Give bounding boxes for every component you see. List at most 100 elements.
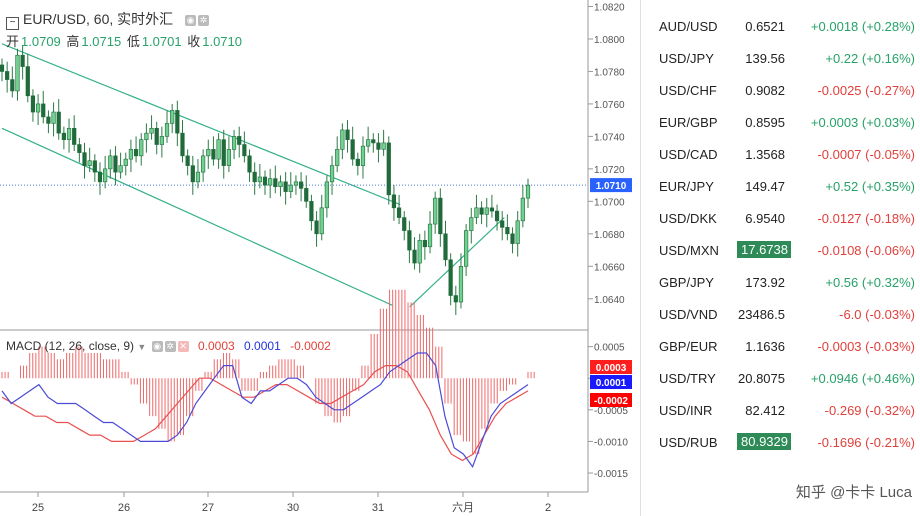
watchlist-change: -6.0 (-0.03%) (839, 307, 915, 322)
candle-body (329, 165, 335, 183)
watchlist-row[interactable]: EUR/JPY 149.47 +0.52 (+0.35%) (641, 170, 920, 202)
candle-body (402, 217, 407, 231)
gear-icon[interactable]: ✲ (164, 341, 176, 353)
watchlist-symbol[interactable]: USD/TRY (659, 371, 716, 386)
candle-body (195, 171, 201, 183)
watchlist-row[interactable]: USD/TRY 20.8075 +0.0946 (+0.46%) (641, 362, 920, 394)
candle-body (128, 149, 134, 160)
candle-body (226, 149, 232, 166)
price-tick-label: 1.0820 (594, 2, 625, 13)
candle-body (268, 178, 273, 186)
close-icon[interactable]: ✕ (177, 341, 189, 353)
candle-body (175, 110, 180, 134)
macd-label[interactable]: MACD (12, 26, close, 9) (6, 339, 135, 353)
candle-body (118, 165, 123, 173)
gear-icon[interactable]: ✲ (198, 14, 210, 26)
watchlist-row[interactable]: AUD/USD 0.6521 +0.0018 (+0.28%) (641, 10, 920, 42)
watchlist-last-price: 173.92 (745, 275, 785, 290)
channel-trend-line (409, 217, 505, 308)
current-price-tag (590, 178, 632, 193)
close-value: 1.0710 (202, 34, 242, 49)
candle-body (41, 103, 46, 118)
price-chart-svg[interactable]: 1.0820 1.0800 1.0780 1.0760 1.0740 1.0720 1.07… (0, 0, 640, 516)
watchlist-symbol[interactable]: USD/VND (659, 307, 718, 322)
candle-body (72, 127, 77, 145)
candle-body (464, 230, 469, 267)
watchlist-row[interactable]: USD/JPY 139.56 +0.22 (+0.16%) (641, 42, 920, 74)
channel-trend-line (1, 127, 393, 306)
watchlist-row[interactable]: USD/RUB 80.9329 -0.1696 (-0.21%) (641, 426, 920, 458)
candle-body (417, 240, 422, 264)
watchlist-symbol[interactable]: GBP/EUR (659, 339, 718, 354)
candle-body (422, 240, 427, 248)
candle-body (453, 295, 458, 303)
candle-body (314, 220, 319, 235)
watchlist-symbol[interactable]: EUR/JPY (659, 179, 714, 194)
low-value: 1.0701 (141, 34, 182, 49)
interval-label[interactable]: 60 (93, 11, 110, 27)
watchlist-symbol[interactable]: USD/JPY (659, 51, 714, 66)
watchlist-row[interactable]: USD/INR 82.412 -0.269 (-0.32%) (641, 394, 920, 426)
chart-area[interactable]: 1.0820 1.0800 1.0780 1.0760 1.0740 1.0720 1.07… (0, 0, 640, 516)
watchlist-change: +0.22 (+0.16%) (825, 51, 915, 66)
candle-body (257, 176, 262, 183)
watchlist-symbol[interactable]: EUR/GBP (659, 115, 718, 130)
macd-header: MACD (12, 26, close, 9) ▼ ◉ ✲ ✕ 0.0003 0.0… (6, 339, 331, 353)
candle-body (288, 184, 293, 192)
candle-body (278, 181, 283, 188)
watchlist-symbol[interactable]: USD/CAD (659, 147, 718, 162)
watchlist-row[interactable]: USD/VND 23486.5 -6.0 (-0.03%) (641, 298, 920, 330)
candle-body (20, 54, 25, 67)
time-tick-label: 31 (372, 502, 384, 514)
candle-body (159, 136, 164, 145)
chevron-down-icon[interactable]: ▼ (137, 342, 147, 352)
candle-body (252, 171, 257, 183)
watchlist-symbol[interactable]: GBP/JPY (659, 275, 714, 290)
price-tick-label: 1.0780 (594, 67, 625, 78)
watchlist-last-price: 139.56 (745, 51, 785, 66)
watchlist-row[interactable]: USD/CHF 0.9082 -0.0025 (-0.27%) (641, 74, 920, 106)
candle-body (443, 233, 448, 261)
watchlist-last-price: 1.3568 (745, 147, 785, 162)
collapse-icon[interactable]: − (6, 17, 19, 30)
candle-body (433, 197, 438, 225)
candle-body (273, 178, 278, 188)
watchlist-symbol[interactable]: AUD/USD (659, 19, 718, 34)
symbol-label[interactable]: EUR/USD (23, 11, 87, 27)
current-price-tag-label: 1.0710 (596, 181, 627, 192)
watchlist-row[interactable]: GBP/JPY 173.92 +0.56 (+0.32%) (641, 266, 920, 298)
price-tick-label: 1.0700 (594, 197, 625, 208)
candle-body (319, 207, 324, 235)
candle-body (66, 127, 72, 140)
eye-icon[interactable]: ◉ (185, 14, 197, 26)
watchlist-row[interactable]: USD/CAD 1.3568 -0.0007 (-0.05%) (641, 138, 920, 170)
candle-body (345, 129, 350, 140)
candle-body (97, 171, 103, 183)
candle-body (237, 136, 242, 145)
watchlist-row[interactable]: USD/MXN 17.6738 -0.0108 (-0.06%) (641, 234, 920, 266)
candle-body (438, 197, 443, 235)
watchlist-row[interactable]: USD/DKK 6.9540 -0.0127 (-0.18%) (641, 202, 920, 234)
candle-body (304, 188, 309, 202)
watchlist-last-price: 82.412 (745, 403, 785, 418)
watchlist-last-price: 6.9540 (745, 211, 785, 226)
macd-value-tag-label: 0.0003 (596, 363, 627, 374)
watchlist-symbol[interactable]: USD/RUB (659, 435, 718, 450)
watchlist-symbol[interactable]: USD/INR (659, 403, 713, 418)
watchlist-symbol[interactable]: USD/DKK (659, 211, 717, 226)
watchlist-row[interactable]: GBP/EUR 1.1636 -0.0003 (-0.03%) (641, 330, 920, 362)
candle-body (293, 181, 299, 186)
watchlist-change: +0.56 (+0.32%) (825, 275, 915, 290)
candle-body (61, 132, 66, 140)
ohlc-readout: 开 1.0709 高 1.0715 低 1.0701 收 1.0710 (6, 34, 242, 49)
watchlist-symbol[interactable]: USD/MXN (659, 243, 719, 258)
candle-body (340, 129, 345, 150)
candle-body (355, 158, 360, 166)
candle-body (164, 123, 170, 137)
watchlist-symbol[interactable]: USD/CHF (659, 83, 717, 98)
eye-icon[interactable]: ◉ (151, 341, 163, 353)
watchlist-change: +0.52 (+0.35%) (825, 179, 915, 194)
watchlist-row[interactable]: EUR/GBP 0.8595 +0.0003 (+0.03%) (641, 106, 920, 138)
macd-value-tag (590, 360, 632, 374)
source-label: 实时外汇 (117, 11, 174, 27)
